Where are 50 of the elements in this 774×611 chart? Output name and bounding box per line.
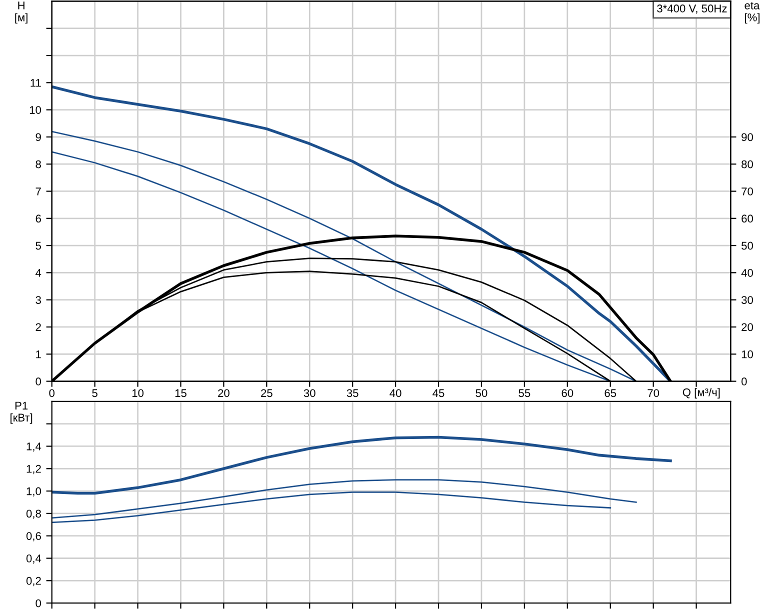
y2-tick-label: 80	[742, 160, 753, 168]
x-tick-label: 60	[562, 389, 574, 398]
x-tick-label: 15	[175, 389, 186, 398]
y-tick-label: 1,2	[26, 464, 41, 474]
y-tick-label: 11	[30, 79, 41, 87]
y2-tick-label: 0	[742, 378, 747, 386]
x-tick-label: 25	[261, 389, 272, 398]
x-tick-label: 65	[604, 389, 616, 398]
y2-tick-label: 60	[742, 214, 753, 223]
x-tick-label: 40	[390, 389, 402, 398]
x-tick-label: 0	[49, 389, 55, 398]
y-tick-label: 1,4	[26, 442, 42, 452]
y-tick-label: 9	[36, 133, 41, 142]
y-tick-label: 1,0	[26, 487, 42, 496]
y2-tick-label: 10	[742, 350, 753, 358]
y-tick-label: 3	[36, 296, 41, 304]
y2-axis-title: eta [%]	[744, 2, 760, 24]
y-tick-label: 10	[30, 106, 42, 114]
y2-tick-label: 40	[741, 268, 753, 277]
y-tick-label: 6	[36, 214, 41, 223]
annotation: 3*400 V, 50Hz	[657, 4, 727, 14]
x-tick-label: 45	[432, 389, 444, 398]
y-tick-label: 0,6	[26, 532, 41, 542]
y-tick-label: 2	[36, 323, 41, 331]
y-tick-label: 5	[36, 242, 41, 250]
y-tick-label: 7	[36, 188, 41, 196]
y-tick-label: 0	[36, 378, 42, 386]
x-tick-label: 70	[648, 389, 660, 398]
y-tick-label: 0,2	[26, 576, 41, 586]
x-tick-label: 50	[476, 389, 488, 398]
x-tick-label: 20	[218, 389, 230, 398]
y-tick-label: 4	[36, 269, 42, 277]
y-tick-label: 8	[36, 160, 41, 168]
y-tick-label: 0	[36, 599, 42, 608]
y-tick-label: 0,8	[26, 510, 41, 519]
y-tick-label: 0,4	[26, 554, 42, 564]
x-tick-label: 30	[304, 389, 316, 398]
y2-tick-label: 20	[742, 323, 753, 332]
y2-tick-label: 90	[742, 133, 753, 142]
y2-tick-label: 50	[742, 242, 753, 250]
y-tick-label: 1	[36, 350, 41, 358]
y-axis-title: P1 [кВт]	[10, 402, 32, 424]
x-tick-label: 35	[346, 389, 358, 398]
x-tick-label: 5	[92, 389, 98, 398]
x-tick-label: 10	[132, 389, 144, 398]
y2-tick-label: 70	[742, 188, 753, 196]
y-axis-title: H [м]	[15, 2, 28, 24]
y2-tick-label: 30	[741, 296, 753, 304]
x-axis-title: Q [м³/ч]	[682, 388, 720, 398]
x-tick-label: 55	[518, 389, 530, 398]
